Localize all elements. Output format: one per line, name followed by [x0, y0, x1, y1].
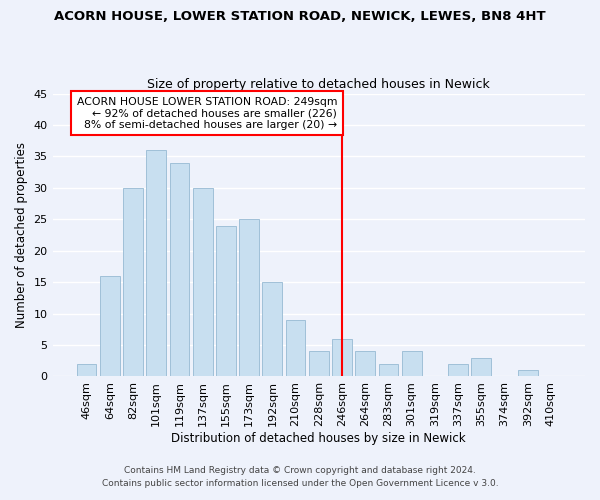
Bar: [286, 320, 305, 376]
Bar: [472, 358, 491, 376]
Title: Size of property relative to detached houses in Newick: Size of property relative to detached ho…: [148, 78, 490, 91]
Text: ACORN HOUSE LOWER STATION ROAD: 249sqm
← 92% of detached houses are smaller (226: ACORN HOUSE LOWER STATION ROAD: 249sqm ←…: [77, 96, 337, 130]
Bar: [77, 364, 97, 376]
Text: ACORN HOUSE, LOWER STATION ROAD, NEWICK, LEWES, BN8 4HT: ACORN HOUSE, LOWER STATION ROAD, NEWICK,…: [54, 10, 546, 23]
Bar: [193, 188, 212, 376]
Bar: [239, 220, 259, 376]
Bar: [146, 150, 166, 376]
Bar: [355, 352, 375, 376]
Bar: [216, 226, 236, 376]
Bar: [379, 364, 398, 376]
Bar: [448, 364, 468, 376]
Bar: [518, 370, 538, 376]
Bar: [170, 162, 190, 376]
Y-axis label: Number of detached properties: Number of detached properties: [15, 142, 28, 328]
Bar: [309, 352, 329, 376]
Text: Contains HM Land Registry data © Crown copyright and database right 2024.
Contai: Contains HM Land Registry data © Crown c…: [101, 466, 499, 487]
Bar: [123, 188, 143, 376]
Bar: [402, 352, 422, 376]
X-axis label: Distribution of detached houses by size in Newick: Distribution of detached houses by size …: [172, 432, 466, 445]
Bar: [262, 282, 282, 376]
Bar: [100, 276, 119, 376]
Bar: [332, 338, 352, 376]
